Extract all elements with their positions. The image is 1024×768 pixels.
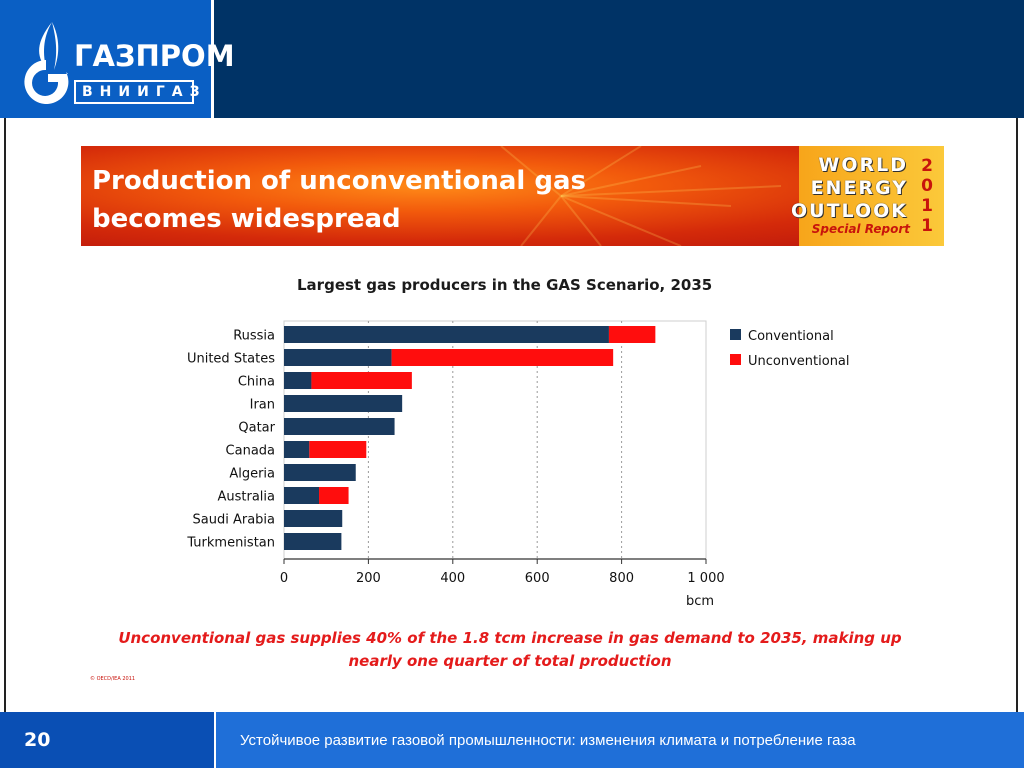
weo-special-report: Special Report	[811, 222, 910, 236]
legend-label: Unconventional	[748, 354, 850, 369]
bar-conventional	[284, 418, 395, 435]
category-label: United States	[187, 352, 275, 367]
bar-conventional	[284, 441, 310, 458]
category-label: China	[238, 375, 275, 390]
footer-bar: 20 Устойчивое развитие газовой промышлен…	[0, 712, 1024, 768]
bar-conventional	[284, 464, 356, 481]
x-tick-label: 600	[525, 571, 550, 586]
category-label: Russia	[233, 329, 275, 344]
page-number-box: 20	[0, 712, 216, 768]
weo-year-digit: 1	[921, 196, 933, 216]
banner-decoration	[500, 146, 782, 246]
weo-year-digit: 2	[921, 156, 933, 176]
bar-conventional	[284, 395, 403, 412]
x-tick-label: 200	[356, 571, 381, 586]
bar-unconventional	[608, 326, 656, 343]
title-banner: Production of unconventional gas becomes…	[81, 146, 944, 246]
x-tick-label: 0	[280, 571, 288, 586]
bar-unconventional	[309, 441, 367, 458]
bar-conventional	[284, 349, 392, 366]
header-bar: ГАЗПРОМ ВНИИГАЗ	[0, 0, 1024, 118]
legend-swatch	[730, 329, 741, 340]
bar-unconventional	[391, 349, 614, 366]
bar-conventional	[284, 372, 312, 389]
category-label: Iran	[250, 398, 275, 413]
category-label: Qatar	[238, 421, 275, 436]
bar-conventional	[284, 487, 320, 504]
slide-title: Production of unconventional gas becomes…	[92, 166, 587, 234]
x-axis-label: bcm	[686, 594, 714, 609]
x-tick-label: 400	[440, 571, 465, 586]
logo-subtitle: ВНИИГАЗ	[74, 80, 200, 104]
category-label: Canada	[226, 444, 275, 459]
category-label: Turkmenistan	[186, 536, 275, 551]
bar-chart: 0 200 400 600 800 1 000 bcm Russia United States…	[186, 320, 850, 609]
gazprom-flame-icon	[24, 22, 69, 104]
x-tick-label: 800	[609, 571, 634, 586]
bar-unconventional	[311, 372, 412, 389]
legend-swatch	[730, 354, 741, 365]
bar-unconventional	[319, 487, 349, 504]
logo-wordmark: ГАЗПРОМ	[74, 39, 235, 73]
footer-caption: Устойчивое развитие газовой промышленнос…	[240, 732, 856, 749]
legend-label: Conventional	[748, 329, 834, 344]
chart-title: Largest gas producers in the GAS Scenari…	[297, 276, 713, 294]
page-number: 20	[24, 729, 51, 751]
weo-logo: WORLD ENERGY OUTLOOK 2 0 1 1 Special Rep…	[791, 146, 944, 246]
category-label: Australia	[217, 490, 275, 505]
weo-line-2: ENERGY	[810, 177, 908, 199]
x-tick-label: 1 000	[687, 571, 724, 586]
bar-conventional	[284, 326, 609, 343]
weo-line-3: OUTLOOK	[791, 200, 908, 222]
copyright: © OECD/IEA 2011	[90, 676, 136, 682]
category-label: Algeria	[229, 467, 275, 482]
bar-conventional	[284, 533, 342, 550]
weo-year-digit: 1	[921, 216, 933, 236]
bar-conventional	[284, 510, 343, 527]
weo-line-1: WORLD	[818, 154, 908, 176]
chart-footnote: Unconventional gas supplies 40% of the 1…	[118, 629, 902, 670]
weo-year-digit: 0	[921, 176, 933, 196]
category-label: Saudi Arabia	[193, 513, 276, 528]
gazprom-logo[interactable]: ГАЗПРОМ ВНИИГАЗ	[0, 0, 235, 118]
